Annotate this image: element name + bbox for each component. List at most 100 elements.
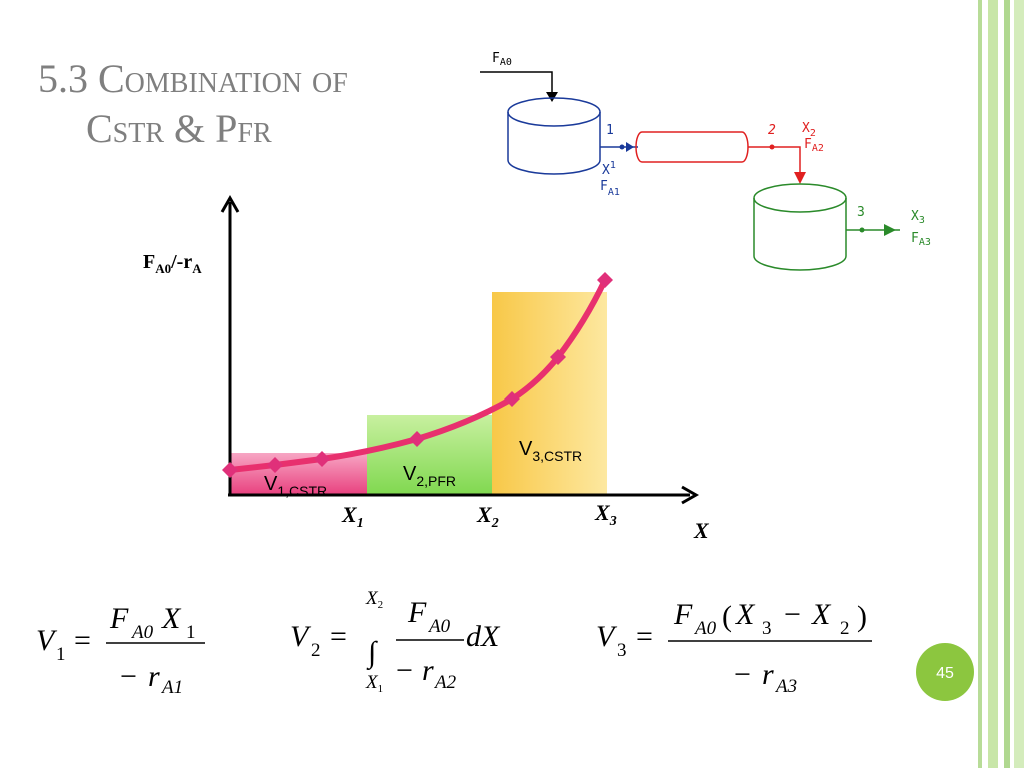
math: =	[636, 620, 653, 653]
equation: V 1 = F A0 X 1 − r A1	[36, 602, 205, 698]
math: X	[811, 598, 832, 631]
label: 2	[810, 128, 816, 139]
label: /-r	[170, 251, 192, 273]
marker	[222, 462, 238, 478]
label: X	[476, 502, 493, 527]
label: 1	[610, 160, 616, 171]
math: =	[330, 620, 347, 653]
title: 5.3 Combination of	[38, 56, 348, 101]
math: X1	[365, 672, 383, 695]
math: dX	[466, 620, 501, 653]
border	[1014, 0, 1024, 768]
math: 3	[762, 618, 772, 639]
label: A2	[812, 143, 824, 154]
math: A2	[433, 672, 457, 693]
equation: V 2 = ∫ X2 X1 F A0 − r A2 dX	[290, 588, 501, 695]
math: X	[735, 598, 756, 631]
math: )	[857, 600, 867, 633]
math: V	[290, 620, 312, 653]
math: 2	[378, 599, 384, 611]
math: −	[120, 660, 137, 693]
label: 3	[857, 205, 865, 220]
tank	[507, 97, 601, 127]
label: A0	[155, 261, 171, 276]
label: 3,CSTR	[532, 448, 582, 464]
markers	[222, 272, 613, 478]
label: 1,CSTR	[277, 483, 327, 499]
label: X	[802, 121, 810, 136]
marker	[550, 349, 566, 365]
pfr	[635, 131, 749, 163]
arrow	[794, 172, 806, 184]
label: 2	[768, 123, 776, 138]
math: r	[762, 658, 774, 691]
label: 3	[609, 514, 617, 529]
x-tick-label: X2	[476, 502, 499, 531]
math: 1	[186, 622, 196, 643]
tank	[753, 183, 847, 213]
math: X	[365, 672, 379, 693]
label: F	[492, 51, 500, 66]
border	[1004, 0, 1010, 768]
label: X	[594, 500, 611, 525]
page-number: 45	[936, 665, 954, 682]
label: X	[911, 209, 919, 224]
label: A	[192, 261, 202, 276]
marker	[597, 272, 613, 288]
math: −	[396, 654, 413, 687]
label: FA0	[492, 51, 512, 68]
curve	[229, 278, 608, 473]
math: 1	[378, 683, 384, 695]
math: A0	[427, 616, 451, 637]
line	[748, 146, 801, 178]
label: 2,PFR	[416, 473, 456, 489]
schematic: FA0 1 X1 FA1 2 X2 FA2 3 X3 FA3	[480, 51, 931, 271]
arrow	[884, 224, 896, 236]
region-label: V3,CSTR	[519, 438, 582, 464]
math: A0	[130, 622, 154, 643]
label: F	[143, 251, 155, 273]
label: A0	[500, 57, 512, 68]
page-badge	[916, 643, 974, 701]
label: X	[341, 502, 358, 527]
x-axis-label: X	[693, 518, 710, 543]
math: ∫	[366, 636, 378, 671]
label: A3	[919, 237, 931, 248]
tank	[753, 198, 847, 271]
math: 1	[56, 644, 66, 665]
label: V	[519, 438, 533, 460]
label: F	[600, 179, 608, 194]
border	[988, 0, 998, 768]
math: r	[148, 660, 160, 693]
math: F	[407, 596, 427, 629]
region-label: V2,PFR	[403, 463, 456, 489]
marker	[504, 391, 520, 407]
math: 2	[311, 640, 321, 661]
math: V	[596, 620, 618, 653]
label: 3	[919, 215, 925, 226]
marker	[409, 431, 425, 447]
marker	[314, 451, 330, 467]
title: Cstr & Pfr	[86, 106, 272, 151]
label: FA3	[911, 231, 931, 248]
label: X2	[802, 121, 816, 139]
math: X	[365, 588, 379, 609]
region-label: V1,CSTR	[264, 473, 327, 499]
label: A1	[608, 187, 620, 198]
arrow	[626, 142, 634, 152]
label: 2	[491, 516, 499, 531]
node	[769, 144, 775, 150]
math: A3	[774, 676, 797, 697]
feed-line	[480, 71, 553, 100]
math: X2	[365, 588, 383, 611]
marker	[267, 457, 283, 473]
math: F	[109, 602, 129, 635]
label: X1	[602, 160, 616, 178]
label: F	[911, 231, 919, 246]
label: F	[804, 137, 812, 152]
label: 1	[357, 516, 364, 531]
math: 3	[617, 640, 627, 661]
math: (	[722, 600, 732, 633]
math: A0	[693, 618, 717, 639]
